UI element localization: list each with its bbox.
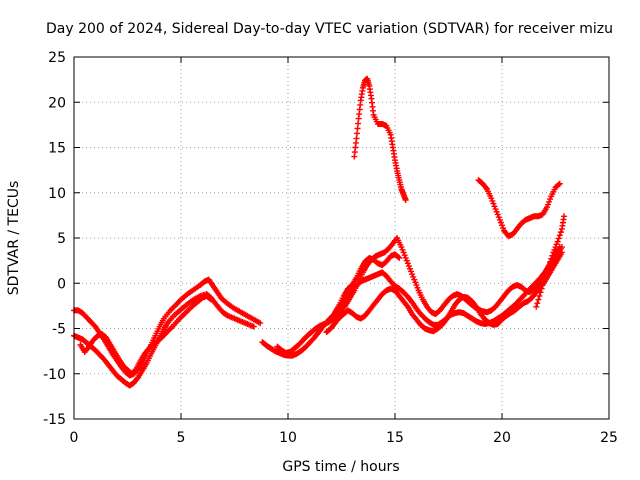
data-point xyxy=(543,204,550,211)
data-point xyxy=(406,265,413,272)
data-point xyxy=(490,200,497,207)
data-point xyxy=(492,206,499,213)
data-point xyxy=(495,214,502,221)
data-point xyxy=(558,249,565,256)
data-point xyxy=(412,279,419,286)
data-point xyxy=(538,285,545,292)
data-point xyxy=(493,208,500,215)
y-tick-label: 15 xyxy=(48,141,66,157)
data-point xyxy=(542,271,549,278)
x-tick-label: 0 xyxy=(70,430,79,446)
y-tick-label: -10 xyxy=(43,367,66,383)
data-point xyxy=(546,262,553,269)
data-point xyxy=(400,249,407,256)
data-point xyxy=(408,268,415,275)
data-point xyxy=(551,246,558,253)
data-point xyxy=(491,203,498,210)
data-point xyxy=(402,254,409,261)
x-tick-labels: 0 5 10 15 20 25 xyxy=(70,430,618,446)
data-point xyxy=(414,284,421,291)
x-tick-label: 5 xyxy=(177,430,186,446)
data-point xyxy=(411,276,418,283)
data-point xyxy=(500,225,507,232)
data-point xyxy=(540,278,547,285)
data-point xyxy=(553,241,560,248)
data-point xyxy=(536,292,543,299)
data-point xyxy=(399,246,406,253)
y-tick-label: -15 xyxy=(43,412,66,428)
data-point xyxy=(131,367,138,374)
data-point xyxy=(543,268,550,275)
data-point xyxy=(401,252,408,259)
data-point xyxy=(555,235,562,242)
data-point xyxy=(549,252,556,259)
series-track-j xyxy=(533,213,568,310)
data-point xyxy=(499,222,505,229)
data-point xyxy=(207,296,214,303)
data-point xyxy=(556,232,563,239)
data-point xyxy=(539,282,546,289)
data-point xyxy=(550,249,557,256)
y-tick-label: 25 xyxy=(48,50,66,66)
data-point xyxy=(556,180,563,187)
data-point xyxy=(548,255,555,262)
data-point xyxy=(404,260,411,267)
data-point xyxy=(547,196,554,203)
data-point xyxy=(545,201,552,208)
y-tick-labels: -15 -10 -5 0 5 10 15 20 25 xyxy=(43,50,66,428)
series-track-h xyxy=(351,75,409,203)
data-point xyxy=(250,323,257,330)
data-point xyxy=(554,238,561,245)
data-point xyxy=(409,271,416,278)
data-point xyxy=(552,244,559,251)
x-axis-title: GPS time / hours xyxy=(282,459,399,475)
x-tick-label: 20 xyxy=(493,430,511,446)
data-point xyxy=(403,257,410,264)
data-point xyxy=(395,254,402,261)
data-point xyxy=(533,303,540,310)
axis-ticks xyxy=(73,56,610,420)
data-point xyxy=(555,181,562,188)
x-tick-label: 15 xyxy=(386,430,404,446)
data-marks xyxy=(71,75,568,389)
data-point xyxy=(413,282,420,289)
data-point xyxy=(206,295,213,302)
data-point xyxy=(545,265,552,272)
y-tick-label: 0 xyxy=(57,276,66,292)
x-tick-label: 10 xyxy=(279,430,297,446)
series-track-g xyxy=(332,251,403,316)
data-point xyxy=(497,219,504,226)
data-point xyxy=(557,229,564,236)
data-point xyxy=(496,216,503,223)
chart-title: Day 200 of 2024, Sidereal Day-to-day VTE… xyxy=(46,21,613,37)
data-point xyxy=(489,197,496,204)
data-point xyxy=(546,198,553,205)
y-axis-title: SDTVAR / TECUs xyxy=(6,181,22,296)
y-tick-label: 10 xyxy=(48,186,66,202)
data-point xyxy=(494,211,501,218)
x-tick-label: 25 xyxy=(600,430,618,446)
data-point xyxy=(535,296,542,303)
data-point xyxy=(402,196,409,203)
data-point xyxy=(488,195,495,202)
data-point xyxy=(405,263,412,270)
data-point xyxy=(410,273,417,280)
data-point xyxy=(534,300,541,307)
data-point xyxy=(398,244,405,251)
y-tick-label: 5 xyxy=(57,231,66,247)
data-point xyxy=(396,254,403,261)
data-point xyxy=(547,258,554,265)
data-point xyxy=(537,289,544,296)
data-point xyxy=(257,320,264,327)
y-tick-label: 20 xyxy=(48,95,66,111)
data-point xyxy=(561,213,568,220)
y-tick-label: -5 xyxy=(52,322,66,338)
data-point xyxy=(541,274,548,281)
series-track-i xyxy=(475,177,563,240)
series-track-c xyxy=(77,292,214,377)
